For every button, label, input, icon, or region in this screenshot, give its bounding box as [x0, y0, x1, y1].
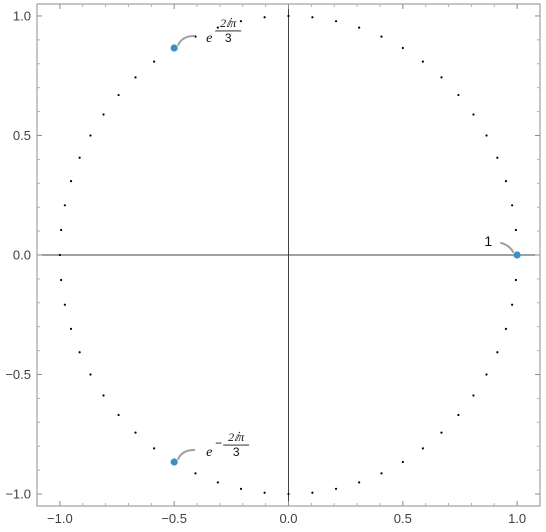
root-label: 1 [484, 233, 492, 249]
circle-dot [311, 491, 314, 494]
circle-dot [134, 76, 137, 79]
circle-dot [380, 35, 383, 38]
circle-dot [287, 14, 290, 18]
circle-dot [102, 113, 105, 116]
circle-dot [63, 303, 66, 306]
y-tick-label: 0.0 [13, 248, 31, 263]
root-callout [177, 34, 196, 46]
root-callout [500, 242, 515, 253]
circle-dot [421, 447, 424, 450]
circle-dot [311, 16, 314, 19]
circle-dot [134, 431, 137, 434]
origin-axes [37, 4, 540, 506]
x-tick-label: −0.5 [161, 511, 187, 526]
circle-dot [60, 278, 63, 282]
circle-dot [380, 472, 383, 475]
circle-dot [63, 204, 66, 207]
root-label-base: e [206, 445, 212, 460]
circle-dot [263, 16, 266, 19]
circle-dot [511, 303, 514, 306]
circle-dot [504, 327, 508, 330]
circle-dot [117, 93, 120, 97]
circle-dot [153, 447, 156, 450]
y-tick-label: 0.5 [13, 128, 31, 143]
circle-dot [216, 26, 219, 29]
circle-dot [216, 481, 219, 484]
circle-dot [440, 431, 443, 434]
circle-dot [472, 113, 475, 116]
x-tick-label: 0.5 [394, 511, 412, 526]
circle-dot [117, 413, 120, 417]
circle-dot [263, 491, 266, 494]
x-tick-label: 0.0 [279, 511, 297, 526]
x-tick-label: −1.0 [47, 511, 73, 526]
circle-dot [239, 20, 243, 23]
circle-dot [102, 394, 105, 397]
root-label-sign: − [215, 436, 222, 450]
y-tick-label: −0.5 [5, 367, 31, 382]
circle-dot [334, 487, 338, 490]
circle-dot [153, 60, 156, 63]
circle-dot [358, 481, 361, 484]
circle-dot [496, 156, 499, 159]
circle-dot [485, 373, 488, 376]
circle-dot [194, 472, 197, 475]
circle-dot [358, 26, 361, 29]
y-tick-label: 1.0 [13, 8, 31, 23]
circle-dot [239, 487, 243, 490]
circle-dot [401, 460, 404, 464]
root-label-denominator: 3 [233, 445, 240, 459]
axis-ticks: −1.0 −0.5 0.0 0.5 1.0 −1.0 −0.5 0.0 0.5 1.0 [5, 4, 540, 526]
circle-dot [287, 492, 290, 496]
circle-dot [496, 351, 499, 354]
circle-dot [511, 204, 514, 207]
circle-dot [421, 60, 424, 63]
circle-dot [69, 180, 73, 183]
root-label-denominator: 3 [225, 31, 232, 45]
circle-dot [69, 327, 73, 330]
circle-dot [89, 373, 92, 376]
circle-dot [58, 253, 61, 257]
root-callouts [177, 34, 515, 461]
circle-dot [89, 134, 92, 137]
circle-dot [504, 180, 508, 183]
circle-dot [514, 228, 517, 232]
circle-dot [457, 93, 460, 97]
root-label-numerator: 2ⅈπ [228, 430, 245, 444]
root-label-numerator: 2ⅈπ [220, 16, 237, 30]
circle-dot [440, 76, 443, 79]
y-tick-label: −1.0 [5, 487, 31, 502]
circle-dot [401, 46, 404, 50]
root-point [170, 458, 178, 466]
circle-dot [514, 278, 517, 282]
circle-dot [485, 134, 488, 137]
circle-dot [472, 394, 475, 397]
circle-dot [457, 413, 460, 417]
circle-dot [78, 351, 81, 354]
root-point [513, 251, 521, 259]
root-callout [177, 449, 196, 461]
x-tick-label: 1.0 [508, 511, 526, 526]
circle-dot [60, 228, 63, 232]
root-point [170, 44, 178, 52]
circle-dot [334, 20, 338, 23]
circle-dot [78, 156, 81, 159]
root-label-base: e [206, 31, 212, 46]
